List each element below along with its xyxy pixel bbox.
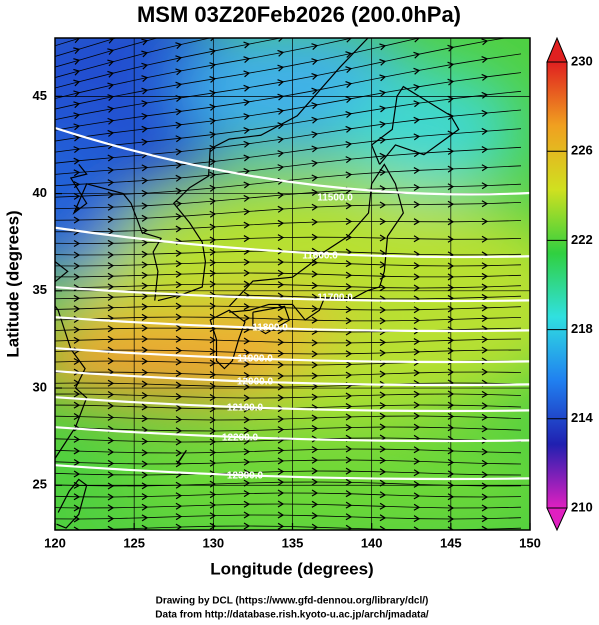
contour-line xyxy=(55,286,530,303)
contour-label: 12100.0 xyxy=(227,403,264,414)
streamline xyxy=(55,467,522,479)
streamline xyxy=(55,489,522,501)
streamlines xyxy=(55,38,522,530)
streamline xyxy=(55,478,522,490)
colorbar: 210 214 218 222 226 230 xyxy=(546,36,593,532)
streamline xyxy=(55,500,522,512)
x-tick-label: 120 xyxy=(44,535,66,550)
contour-label: 11800.0 xyxy=(252,323,288,334)
y-tick-label: 35 xyxy=(33,282,47,297)
contour-label: 12200.0 xyxy=(222,433,259,444)
colorbar-tick-label: 218 xyxy=(571,321,593,336)
streamline xyxy=(55,217,522,236)
streamline xyxy=(55,302,522,314)
x-tick-label: 145 xyxy=(440,535,462,550)
streamline xyxy=(55,346,522,358)
x-tick-label: 150 xyxy=(519,535,541,550)
streamline xyxy=(55,445,522,457)
colorbar-tick-label: 210 xyxy=(571,499,593,514)
contour-line xyxy=(55,396,530,413)
y-axis-label: Latitude (degrees) xyxy=(3,210,22,357)
contour-label: 11600.0 xyxy=(302,251,338,262)
y-tick-label: 40 xyxy=(33,185,47,200)
streamline xyxy=(55,335,522,347)
colorbar-tick-label: 222 xyxy=(571,232,593,247)
streamline xyxy=(55,423,522,435)
contour-label: 12000.0 xyxy=(237,377,274,388)
contour-label: 11900.0 xyxy=(237,354,273,365)
credit: Data from http://database.rish.kyoto-u.a… xyxy=(155,610,429,621)
contour-line xyxy=(55,316,530,333)
axes: 120 125 130 135 140 145 150 25 30 35 40 45 xyxy=(33,88,541,551)
contour-line xyxy=(55,426,530,443)
streamline xyxy=(55,434,522,446)
x-tick-label: 130 xyxy=(202,535,224,550)
colorbar-tick-label: 226 xyxy=(571,143,593,158)
colorbar-top-arrow xyxy=(546,36,568,63)
height-contours: 11500.0 11600.0 11700.0 11800.0 11900.0 12000… xyxy=(55,126,530,482)
contour-label: 12300.0 xyxy=(227,471,264,482)
credit: Drawing by DCL (https://www.gfd-dennou.o… xyxy=(156,596,429,607)
streamline xyxy=(55,280,522,292)
streamline xyxy=(55,379,522,391)
contour-line xyxy=(55,347,530,364)
contour-line xyxy=(55,226,530,259)
streamline xyxy=(55,456,522,468)
x-axis-label: Longitude (degrees) xyxy=(210,559,373,578)
y-tick-label: 25 xyxy=(33,477,47,492)
streamline xyxy=(55,412,522,424)
x-tick-label: 140 xyxy=(361,535,383,550)
contour-line xyxy=(55,464,530,481)
chart-title: MSM 03Z20Feb2026 (200.0hPa) xyxy=(137,2,461,27)
contour-line xyxy=(55,370,530,387)
streamline xyxy=(55,511,522,523)
streamline xyxy=(55,258,522,270)
contour-label: 11700.0 xyxy=(317,293,353,304)
y-tick-label: 30 xyxy=(33,379,47,394)
streamline xyxy=(55,313,522,325)
streamline xyxy=(55,291,522,303)
contour-label: 11500.0 xyxy=(317,193,353,204)
colorbar-scale xyxy=(546,61,568,509)
streamline xyxy=(55,233,522,248)
streamline xyxy=(55,390,522,402)
x-tick-label: 135 xyxy=(282,535,304,550)
streamline xyxy=(55,269,522,281)
colorbar-bottom-arrow xyxy=(546,507,568,532)
colorbar-tick-label: 214 xyxy=(571,410,593,425)
y-tick-label: 45 xyxy=(33,88,47,103)
x-tick-label: 125 xyxy=(123,535,145,550)
streamline xyxy=(55,368,522,380)
colorbar-tick-label: 230 xyxy=(571,53,593,68)
contour-line xyxy=(55,126,530,196)
